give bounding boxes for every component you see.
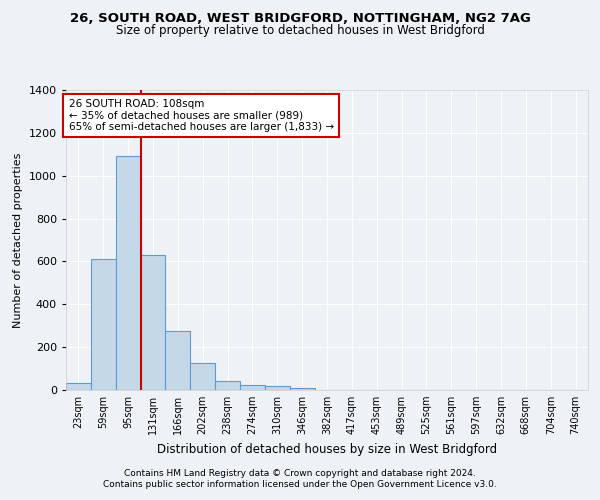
Bar <box>240 386 265 390</box>
Bar <box>66 382 91 390</box>
Bar <box>166 331 190 390</box>
Text: 26 SOUTH ROAD: 108sqm
← 35% of detached houses are smaller (989)
65% of semi-det: 26 SOUTH ROAD: 108sqm ← 35% of detached … <box>68 99 334 132</box>
Text: 26, SOUTH ROAD, WEST BRIDGFORD, NOTTINGHAM, NG2 7AG: 26, SOUTH ROAD, WEST BRIDGFORD, NOTTINGH… <box>70 12 530 26</box>
Text: Size of property relative to detached houses in West Bridgford: Size of property relative to detached ho… <box>116 24 484 37</box>
Text: Contains HM Land Registry data © Crown copyright and database right 2024.: Contains HM Land Registry data © Crown c… <box>124 468 476 477</box>
Bar <box>140 255 166 390</box>
Bar <box>116 156 140 390</box>
X-axis label: Distribution of detached houses by size in West Bridgford: Distribution of detached houses by size … <box>157 442 497 456</box>
Bar <box>215 381 240 390</box>
Bar <box>190 363 215 390</box>
Text: Contains public sector information licensed under the Open Government Licence v3: Contains public sector information licen… <box>103 480 497 489</box>
Bar <box>290 388 314 390</box>
Bar <box>91 260 116 390</box>
Y-axis label: Number of detached properties: Number of detached properties <box>13 152 23 328</box>
Bar <box>265 386 290 390</box>
